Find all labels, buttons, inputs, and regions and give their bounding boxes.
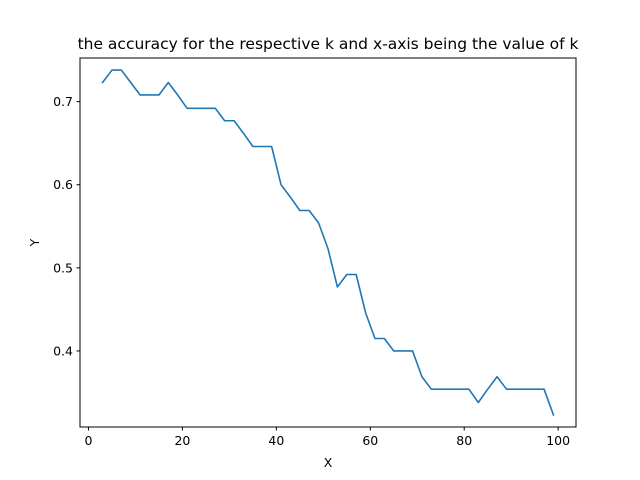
x-tick-label: 80 [456, 433, 472, 448]
x-tick-label: 100 [546, 433, 570, 448]
chart-title: the accuracy for the respective k and x-… [78, 35, 579, 53]
x-tick-label: 20 [174, 433, 190, 448]
y-tick-label: 0.6 [53, 177, 73, 192]
series-line [101, 69, 555, 416]
plot-area [79, 57, 577, 428]
y-tick-label: 0.5 [53, 260, 73, 275]
x-axis: 0 20 40 60 80 100 [84, 427, 570, 448]
y-tick-label: 0.4 [53, 343, 73, 358]
y-axis-label: Y [27, 238, 42, 247]
y-axis: 0.4 0.5 0.6 0.7 [53, 94, 80, 358]
x-tick-label: 60 [362, 433, 378, 448]
y-tick-label: 0.7 [53, 94, 73, 109]
x-tick-label: 40 [268, 433, 284, 448]
x-tick-label: 0 [84, 433, 92, 448]
x-axis-label: X [324, 455, 333, 470]
